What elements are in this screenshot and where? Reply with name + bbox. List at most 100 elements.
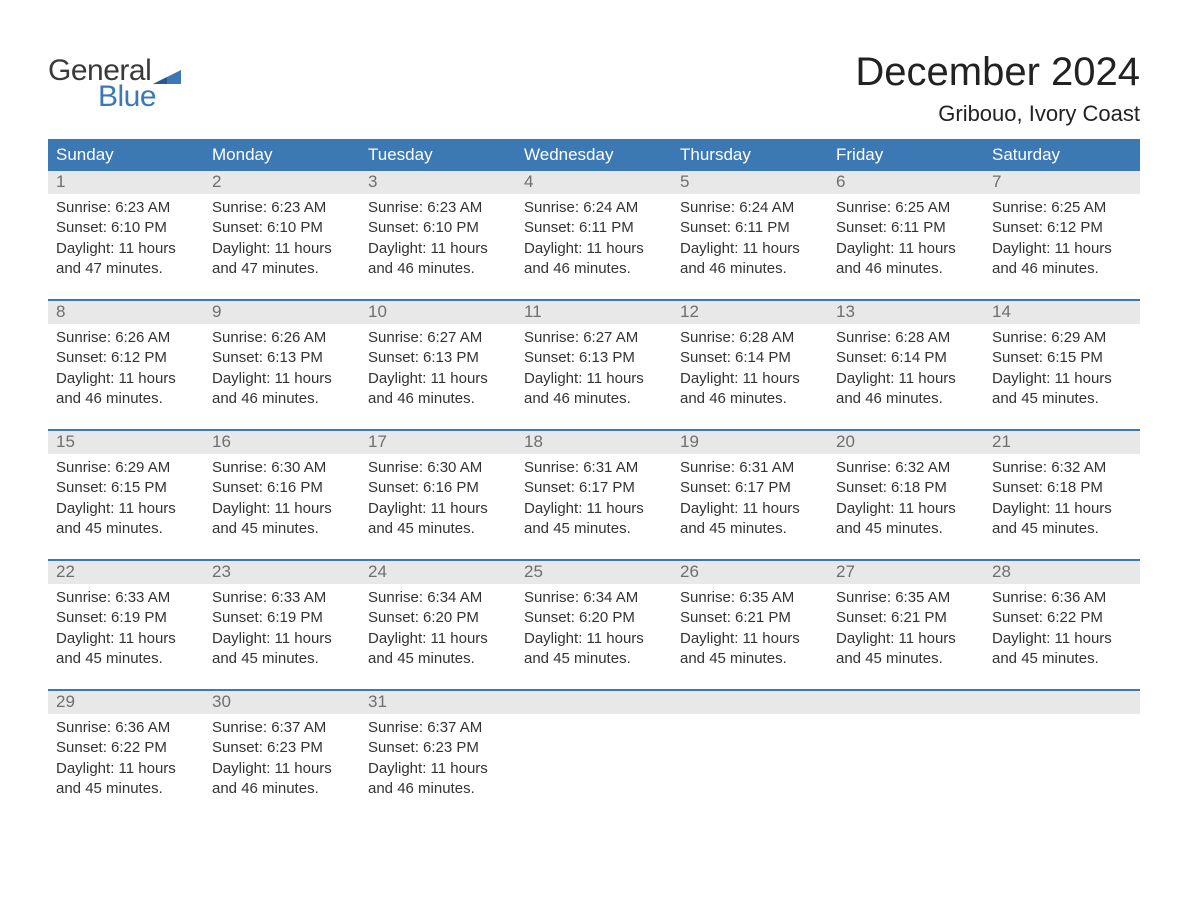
- sunrise-line: Sunrise: 6:36 AM: [992, 588, 1132, 608]
- day-number: 31: [360, 691, 516, 714]
- calendar-day: 21Sunrise: 6:32 AMSunset: 6:18 PMDayligh…: [984, 431, 1140, 559]
- daylight-line: Daylight: 11 hours and 45 minutes.: [368, 629, 508, 670]
- sunrise-line: Sunrise: 6:35 AM: [836, 588, 976, 608]
- daylight-line: Daylight: 11 hours and 47 minutes.: [56, 239, 196, 280]
- daylight-line: Daylight: 11 hours and 45 minutes.: [56, 629, 196, 670]
- calendar-day: 9Sunrise: 6:26 AMSunset: 6:13 PMDaylight…: [204, 301, 360, 429]
- calendar-day: 25Sunrise: 6:34 AMSunset: 6:20 PMDayligh…: [516, 561, 672, 689]
- daylight-line: Daylight: 11 hours and 46 minutes.: [368, 369, 508, 410]
- calendar-day: 18Sunrise: 6:31 AMSunset: 6:17 PMDayligh…: [516, 431, 672, 559]
- day-details: Sunrise: 6:30 AMSunset: 6:16 PMDaylight:…: [204, 454, 360, 541]
- sunrise-line: Sunrise: 6:27 AM: [368, 328, 508, 348]
- sunrise-line: Sunrise: 6:23 AM: [368, 198, 508, 218]
- sunset-line: Sunset: 6:16 PM: [212, 478, 352, 498]
- calendar-day: 13Sunrise: 6:28 AMSunset: 6:14 PMDayligh…: [828, 301, 984, 429]
- sunset-line: Sunset: 6:10 PM: [56, 218, 196, 238]
- daylight-line: Daylight: 11 hours and 46 minutes.: [524, 239, 664, 280]
- calendar-day: 27Sunrise: 6:35 AMSunset: 6:21 PMDayligh…: [828, 561, 984, 689]
- dow-sunday: Sunday: [48, 139, 204, 171]
- daylight-line: Daylight: 11 hours and 46 minutes.: [992, 239, 1132, 280]
- daylight-line: Daylight: 11 hours and 46 minutes.: [212, 759, 352, 800]
- day-details: Sunrise: 6:32 AMSunset: 6:18 PMDaylight:…: [828, 454, 984, 541]
- day-details: Sunrise: 6:23 AMSunset: 6:10 PMDaylight:…: [360, 194, 516, 281]
- daylight-line: Daylight: 11 hours and 45 minutes.: [992, 369, 1132, 410]
- sunrise-line: Sunrise: 6:28 AM: [680, 328, 820, 348]
- sunrise-line: Sunrise: 6:24 AM: [524, 198, 664, 218]
- calendar-day: 11Sunrise: 6:27 AMSunset: 6:13 PMDayligh…: [516, 301, 672, 429]
- sunset-line: Sunset: 6:15 PM: [992, 348, 1132, 368]
- brand-logo: General Blue: [48, 56, 181, 112]
- day-number: 28: [984, 561, 1140, 584]
- calendar-day: 31Sunrise: 6:37 AMSunset: 6:23 PMDayligh…: [360, 691, 516, 819]
- day-number: 12: [672, 301, 828, 324]
- sunset-line: Sunset: 6:20 PM: [368, 608, 508, 628]
- daylight-line: Daylight: 11 hours and 47 minutes.: [212, 239, 352, 280]
- dow-saturday: Saturday: [984, 139, 1140, 171]
- calendar-day: 12Sunrise: 6:28 AMSunset: 6:14 PMDayligh…: [672, 301, 828, 429]
- day-number: .: [516, 691, 672, 714]
- calendar-week: 15Sunrise: 6:29 AMSunset: 6:15 PMDayligh…: [48, 429, 1140, 559]
- calendar-day: 23Sunrise: 6:33 AMSunset: 6:19 PMDayligh…: [204, 561, 360, 689]
- daylight-line: Daylight: 11 hours and 46 minutes.: [368, 239, 508, 280]
- dow-wednesday: Wednesday: [516, 139, 672, 171]
- sunrise-line: Sunrise: 6:34 AM: [524, 588, 664, 608]
- day-number: 29: [48, 691, 204, 714]
- daylight-line: Daylight: 11 hours and 45 minutes.: [992, 629, 1132, 670]
- day-details: Sunrise: 6:29 AMSunset: 6:15 PMDaylight:…: [984, 324, 1140, 411]
- daylight-line: Daylight: 11 hours and 46 minutes.: [680, 369, 820, 410]
- calendar-day: 4Sunrise: 6:24 AMSunset: 6:11 PMDaylight…: [516, 171, 672, 299]
- sunrise-line: Sunrise: 6:34 AM: [368, 588, 508, 608]
- sunrise-line: Sunrise: 6:23 AM: [212, 198, 352, 218]
- sunset-line: Sunset: 6:23 PM: [368, 738, 508, 758]
- day-details: Sunrise: 6:24 AMSunset: 6:11 PMDaylight:…: [672, 194, 828, 281]
- day-of-week-header: Sunday Monday Tuesday Wednesday Thursday…: [48, 139, 1140, 171]
- day-number: .: [672, 691, 828, 714]
- sunrise-line: Sunrise: 6:33 AM: [212, 588, 352, 608]
- daylight-line: Daylight: 11 hours and 45 minutes.: [680, 629, 820, 670]
- calendar-day: 2Sunrise: 6:23 AMSunset: 6:10 PMDaylight…: [204, 171, 360, 299]
- day-details: Sunrise: 6:37 AMSunset: 6:23 PMDaylight:…: [360, 714, 516, 801]
- calendar-day-empty: .: [516, 691, 672, 819]
- sunset-line: Sunset: 6:11 PM: [680, 218, 820, 238]
- day-number: 19: [672, 431, 828, 454]
- daylight-line: Daylight: 11 hours and 45 minutes.: [680, 499, 820, 540]
- daylight-line: Daylight: 11 hours and 45 minutes.: [836, 629, 976, 670]
- daylight-line: Daylight: 11 hours and 46 minutes.: [368, 759, 508, 800]
- day-details: Sunrise: 6:33 AMSunset: 6:19 PMDaylight:…: [48, 584, 204, 671]
- sunrise-line: Sunrise: 6:27 AM: [524, 328, 664, 348]
- sunrise-line: Sunrise: 6:32 AM: [992, 458, 1132, 478]
- day-details: Sunrise: 6:34 AMSunset: 6:20 PMDaylight:…: [360, 584, 516, 671]
- day-number: 13: [828, 301, 984, 324]
- calendar-day: 30Sunrise: 6:37 AMSunset: 6:23 PMDayligh…: [204, 691, 360, 819]
- sunset-line: Sunset: 6:17 PM: [524, 478, 664, 498]
- day-number: 24: [360, 561, 516, 584]
- daylight-line: Daylight: 11 hours and 46 minutes.: [212, 369, 352, 410]
- calendar-week: 29Sunrise: 6:36 AMSunset: 6:22 PMDayligh…: [48, 689, 1140, 819]
- sunrise-line: Sunrise: 6:30 AM: [212, 458, 352, 478]
- sunset-line: Sunset: 6:22 PM: [992, 608, 1132, 628]
- sunset-line: Sunset: 6:19 PM: [56, 608, 196, 628]
- daylight-line: Daylight: 11 hours and 45 minutes.: [212, 629, 352, 670]
- day-details: Sunrise: 6:23 AMSunset: 6:10 PMDaylight:…: [48, 194, 204, 281]
- day-details: Sunrise: 6:36 AMSunset: 6:22 PMDaylight:…: [48, 714, 204, 801]
- calendar-day-empty: .: [828, 691, 984, 819]
- sunset-line: Sunset: 6:20 PM: [524, 608, 664, 628]
- calendar-day: 20Sunrise: 6:32 AMSunset: 6:18 PMDayligh…: [828, 431, 984, 559]
- day-number: 16: [204, 431, 360, 454]
- sunset-line: Sunset: 6:15 PM: [56, 478, 196, 498]
- day-details: Sunrise: 6:23 AMSunset: 6:10 PMDaylight:…: [204, 194, 360, 281]
- day-details: Sunrise: 6:25 AMSunset: 6:11 PMDaylight:…: [828, 194, 984, 281]
- sunrise-line: Sunrise: 6:29 AM: [992, 328, 1132, 348]
- sunset-line: Sunset: 6:10 PM: [368, 218, 508, 238]
- dow-thursday: Thursday: [672, 139, 828, 171]
- day-details: Sunrise: 6:29 AMSunset: 6:15 PMDaylight:…: [48, 454, 204, 541]
- sunrise-line: Sunrise: 6:33 AM: [56, 588, 196, 608]
- sunset-line: Sunset: 6:13 PM: [368, 348, 508, 368]
- daylight-line: Daylight: 11 hours and 46 minutes.: [836, 369, 976, 410]
- day-number: 6: [828, 171, 984, 194]
- day-number: 10: [360, 301, 516, 324]
- day-details: Sunrise: 6:28 AMSunset: 6:14 PMDaylight:…: [672, 324, 828, 411]
- dow-friday: Friday: [828, 139, 984, 171]
- day-number: 11: [516, 301, 672, 324]
- sunrise-line: Sunrise: 6:26 AM: [56, 328, 196, 348]
